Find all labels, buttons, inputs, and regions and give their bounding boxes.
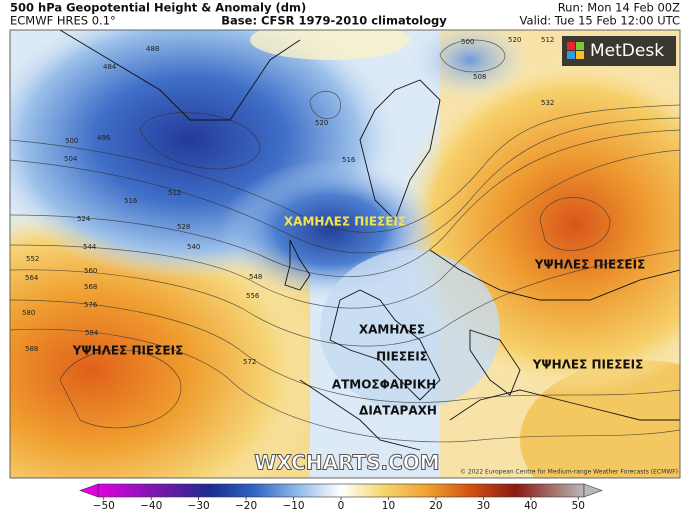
annotation: ΧΑΜΗΛΕΣ ΠΙΕΣΕΙΣ	[284, 215, 406, 229]
contour-label: 588	[25, 345, 38, 353]
contour-label: 580	[22, 309, 35, 317]
base: Base: CFSR 1979-2010 climatology	[221, 14, 447, 28]
colorbar-tick-label: 40	[524, 500, 537, 512]
map-frame	[9, 29, 681, 479]
watermark: WXCHARTS.COM	[254, 451, 439, 475]
colorbar: −50 −40 −30 −20 −10 0 10 20 30 40 50	[79, 483, 603, 512]
colorbar-end	[583, 483, 603, 498]
contour-label: 516	[342, 156, 356, 164]
contour-label: 484	[103, 63, 117, 71]
contour-label: 512	[541, 36, 554, 44]
model: ECMWF HRES 0.1°	[10, 14, 116, 28]
contour-label: 496	[97, 134, 111, 142]
contour-label: 544	[83, 243, 97, 251]
contour-label: 568	[84, 283, 97, 291]
contour-label: 504	[64, 155, 78, 163]
colorbar-tick-label: 10	[382, 500, 395, 512]
logo: MetDesk	[562, 36, 676, 66]
annotation: ΥΨΗΛΕΣ ΠΙΕΣΕΙΣ	[532, 358, 644, 372]
contour-label: 572	[243, 358, 256, 366]
annotation: ΠΙΕΣΕΙΣ	[376, 350, 428, 364]
contour-label: 500	[65, 137, 78, 145]
colorbar-tick-label: −10	[282, 500, 304, 512]
colorbar-tick-label: 20	[429, 500, 442, 512]
contour-label: 524	[77, 215, 91, 223]
contour-label: 548	[249, 273, 262, 281]
title: 500 hPa Geopotential Height & Anomaly (d…	[10, 1, 306, 15]
colorbar-end	[79, 483, 99, 498]
copyright: © 2022 European Centre for Medium-range …	[460, 469, 678, 476]
contour-label: 512	[168, 189, 181, 197]
annotation: ΥΨΗΛΕΣ ΠΙΕΣΕΙΣ	[534, 258, 646, 272]
annotation: ΥΨΗΛΕΣ ΠΙΕΣΕΙΣ	[72, 344, 184, 358]
valid: Valid: Tue 15 Feb 12:00 UTC	[520, 14, 680, 28]
colorbar-tick-label: 0	[338, 500, 345, 512]
contour-label: 552	[26, 255, 39, 263]
contour-label: 556	[246, 292, 260, 300]
colorbar-gradient	[97, 483, 585, 498]
annotation: ΧΑΜΗΛΕΣ	[359, 323, 425, 337]
contour-label: 584	[85, 329, 99, 337]
colorbar-tick-label: −20	[235, 500, 257, 512]
contour-labels: 484 488 496 500 504 512 516 520 524 528 …	[22, 36, 554, 366]
contour-label: 540	[187, 243, 200, 251]
contour-label: 520	[315, 119, 328, 127]
contour-label: 520	[508, 36, 521, 44]
colorbar-tick-label: −40	[140, 500, 162, 512]
contour-label: 508	[473, 73, 486, 81]
contour-label: 532	[541, 99, 554, 107]
contour-label: 516	[124, 197, 138, 205]
run: Run: Mon 14 Feb 00Z	[558, 1, 680, 15]
logo-text: MetDesk	[590, 41, 664, 61]
contour-label: 576	[84, 301, 98, 309]
colorbar-tick-label: 30	[477, 500, 490, 512]
contour-label: 560	[84, 267, 97, 275]
colorbar-tick-label: 50	[572, 500, 585, 512]
annotation: ΑΤΜΟΣΦΑΙΡΙΚΗ	[332, 378, 436, 392]
contour-label: 528	[177, 223, 190, 231]
contour-label: 564	[25, 274, 39, 282]
contour-label: 488	[146, 45, 159, 53]
contour-label: 500	[461, 38, 474, 46]
colorbar-tick-label: −50	[93, 500, 115, 512]
annotation: ΔΙΑΤΑΡΑΧΗ	[359, 404, 437, 418]
colorbar-tick-label: −30	[188, 500, 210, 512]
